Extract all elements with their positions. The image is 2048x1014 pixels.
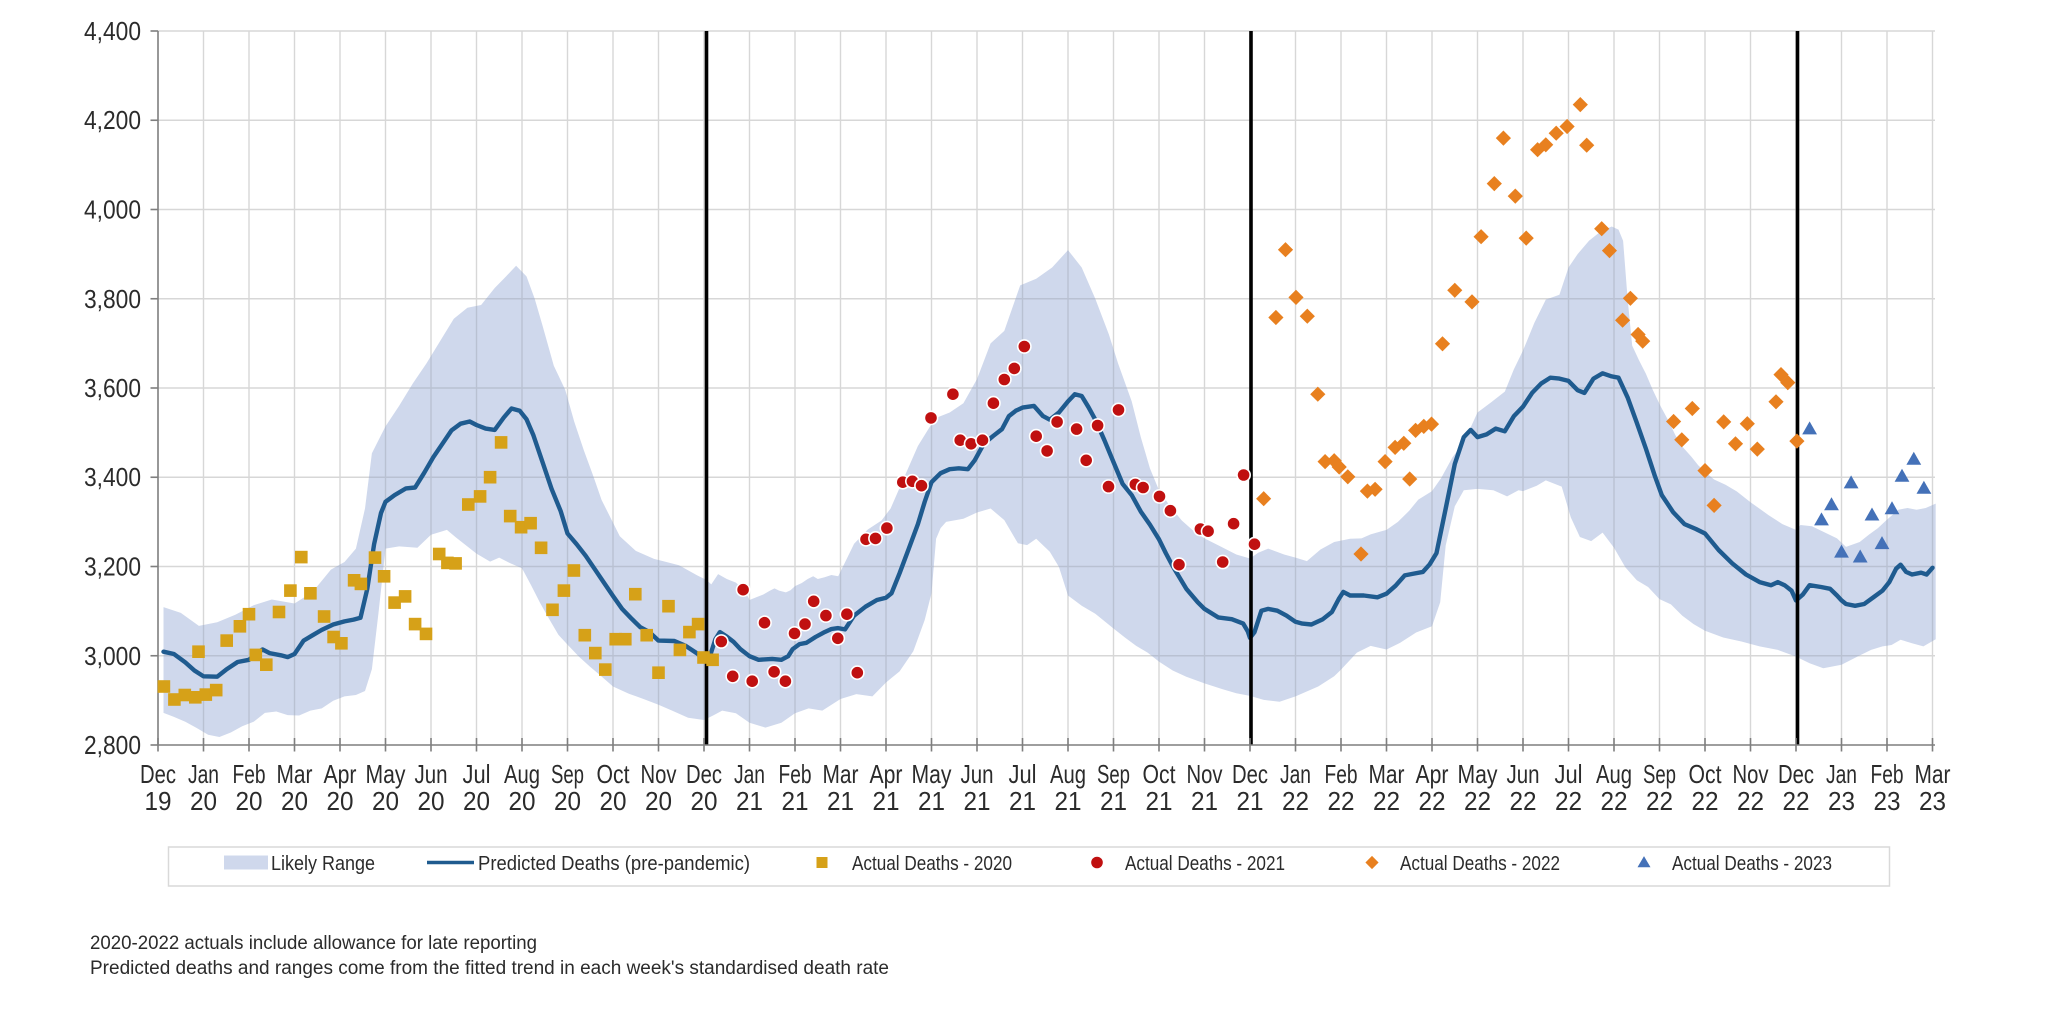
svg-text:Sep: Sep <box>1643 759 1676 789</box>
svg-text:3,800: 3,800 <box>84 284 141 314</box>
svg-text:Jan: Jan <box>734 759 765 789</box>
svg-text:Nov: Nov <box>641 759 677 789</box>
svg-text:22: 22 <box>1464 786 1491 816</box>
svg-text:20: 20 <box>327 786 354 816</box>
svg-text:Aug: Aug <box>504 759 540 789</box>
svg-text:Feb: Feb <box>779 759 812 789</box>
svg-text:20: 20 <box>190 786 217 816</box>
svg-text:20: 20 <box>418 786 445 816</box>
svg-text:Actual Deaths - 2023: Actual Deaths - 2023 <box>1672 853 1832 875</box>
svg-text:Aug: Aug <box>1596 759 1632 789</box>
svg-text:20: 20 <box>554 786 581 816</box>
svg-text:22: 22 <box>1737 786 1764 816</box>
svg-text:Mar: Mar <box>823 759 859 789</box>
svg-text:Oct: Oct <box>1143 759 1177 789</box>
svg-text:20: 20 <box>463 786 490 816</box>
svg-text:21: 21 <box>918 786 945 816</box>
svg-text:4,000: 4,000 <box>84 195 141 225</box>
svg-text:Mar: Mar <box>1369 759 1405 789</box>
svg-text:Apr: Apr <box>324 759 357 789</box>
svg-text:4,400: 4,400 <box>84 16 141 46</box>
svg-text:Dec: Dec <box>686 759 722 789</box>
svg-text:Jul: Jul <box>1009 759 1037 789</box>
svg-text:Dec: Dec <box>140 759 176 789</box>
svg-text:Jun: Jun <box>961 759 994 789</box>
svg-text:20: 20 <box>509 786 536 816</box>
svg-text:23: 23 <box>1874 786 1901 816</box>
svg-text:20: 20 <box>372 786 399 816</box>
svg-text:21: 21 <box>1100 786 1127 816</box>
svg-text:3,400: 3,400 <box>84 462 141 492</box>
svg-text:Nov: Nov <box>1733 759 1769 789</box>
svg-text:22: 22 <box>1601 786 1628 816</box>
svg-text:Jun: Jun <box>1507 759 1540 789</box>
svg-text:21: 21 <box>964 786 991 816</box>
svg-text:22: 22 <box>1282 786 1309 816</box>
svg-text:3,000: 3,000 <box>84 641 141 671</box>
svg-text:Feb: Feb <box>1325 759 1358 789</box>
svg-text:Oct: Oct <box>1689 759 1723 789</box>
svg-text:Jul: Jul <box>1555 759 1583 789</box>
svg-text:19: 19 <box>145 786 172 816</box>
svg-text:21: 21 <box>1009 786 1036 816</box>
svg-text:2020-2022 actuals include al: 2020-2022 actuals include allowance for … <box>90 933 537 954</box>
svg-text:23: 23 <box>1919 786 1946 816</box>
svg-text:Likely Range: Likely Range <box>271 853 375 875</box>
svg-text:Mar: Mar <box>277 759 313 789</box>
svg-text:May: May <box>912 759 952 789</box>
svg-text:22: 22 <box>1328 786 1355 816</box>
svg-text:20: 20 <box>236 786 263 816</box>
svg-text:22: 22 <box>1419 786 1446 816</box>
svg-text:20: 20 <box>281 786 308 816</box>
svg-text:Actual Deaths - 2020: Actual Deaths - 2020 <box>852 853 1012 875</box>
svg-text:Aug: Aug <box>1050 759 1086 789</box>
svg-text:Apr: Apr <box>1416 759 1449 789</box>
svg-text:Jan: Jan <box>188 759 219 789</box>
svg-text:Dec: Dec <box>1778 759 1814 789</box>
svg-text:21: 21 <box>1146 786 1173 816</box>
svg-text:Predicted deaths and ranges co: Predicted deaths and ranges come from th… <box>90 958 889 979</box>
svg-text:Jun: Jun <box>415 759 448 789</box>
svg-text:22: 22 <box>1783 786 1810 816</box>
svg-text:22: 22 <box>1692 786 1719 816</box>
svg-text:22: 22 <box>1510 786 1537 816</box>
svg-text:Sep: Sep <box>1097 759 1130 789</box>
svg-text:22: 22 <box>1373 786 1400 816</box>
svg-text:Nov: Nov <box>1187 759 1223 789</box>
svg-text:20: 20 <box>600 786 627 816</box>
svg-text:Actual Deaths - 2022: Actual Deaths - 2022 <box>1400 853 1560 875</box>
svg-text:20: 20 <box>645 786 672 816</box>
svg-text:Jul: Jul <box>463 759 491 789</box>
svg-text:20: 20 <box>691 786 718 816</box>
svg-text:Sep: Sep <box>551 759 584 789</box>
svg-text:22: 22 <box>1555 786 1582 816</box>
svg-text:3,200: 3,200 <box>84 552 141 582</box>
svg-text:May: May <box>1458 759 1498 789</box>
svg-text:Feb: Feb <box>233 759 266 789</box>
svg-text:Jan: Jan <box>1280 759 1311 789</box>
svg-text:23: 23 <box>1828 786 1855 816</box>
svg-text:Oct: Oct <box>597 759 631 789</box>
svg-text:21: 21 <box>873 786 900 816</box>
svg-text:22: 22 <box>1646 786 1673 816</box>
svg-text:Feb: Feb <box>1871 759 1904 789</box>
svg-text:Actual Deaths - 2021: Actual Deaths - 2021 <box>1125 853 1285 875</box>
svg-text:21: 21 <box>736 786 763 816</box>
svg-text:Apr: Apr <box>870 759 903 789</box>
svg-text:21: 21 <box>782 786 809 816</box>
svg-text:21: 21 <box>827 786 854 816</box>
svg-text:Predicted Deaths (pre-pandemic: Predicted Deaths (pre-pandemic) <box>478 853 750 875</box>
svg-text:Jan: Jan <box>1826 759 1857 789</box>
svg-text:21: 21 <box>1191 786 1218 816</box>
svg-text:21: 21 <box>1237 786 1264 816</box>
svg-text:2,800: 2,800 <box>84 730 141 760</box>
svg-text:Mar: Mar <box>1915 759 1951 789</box>
svg-text:Dec: Dec <box>1232 759 1268 789</box>
svg-text:21: 21 <box>1055 786 1082 816</box>
svg-text:3,600: 3,600 <box>84 373 141 403</box>
svg-text:May: May <box>366 759 406 789</box>
svg-text:4,200: 4,200 <box>84 105 141 135</box>
